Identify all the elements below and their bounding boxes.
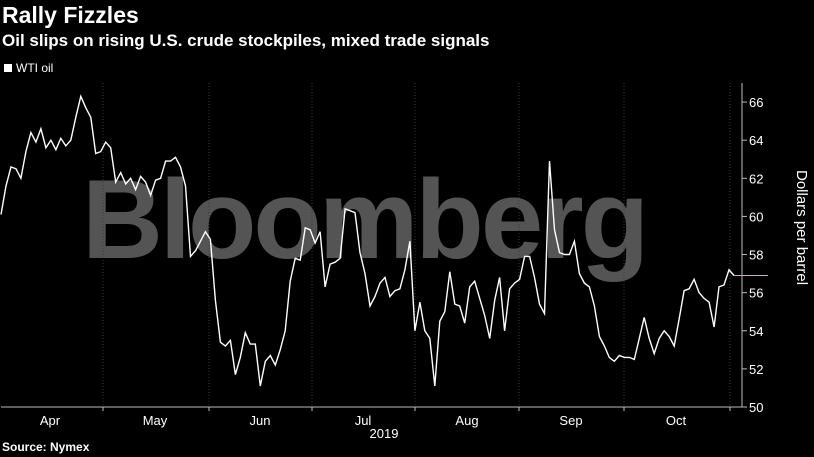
y-tick-label-64: 64 bbox=[749, 133, 763, 148]
y-tick-label-52: 52 bbox=[749, 362, 763, 377]
page-subtitle: Oil slips on rising U.S. crude stockpile… bbox=[2, 31, 490, 50]
legend: WTI oil bbox=[4, 61, 53, 75]
source-note: Source: Nymex bbox=[2, 440, 90, 454]
month-gridlines bbox=[102, 83, 731, 407]
legend-swatch bbox=[4, 64, 12, 72]
y-tick-label-54: 54 bbox=[749, 324, 763, 339]
y-tick-label-66: 66 bbox=[749, 95, 763, 110]
legend-label: WTI oil bbox=[16, 61, 54, 75]
x-tick-label-Apr: Apr bbox=[40, 413, 61, 428]
x-tick-label-Oct: Oct bbox=[666, 413, 687, 428]
y-axis-ticks: 50 52 54 56 58 60 62 64 66 bbox=[742, 95, 763, 415]
x-tick-label-Jul: Jul bbox=[355, 413, 372, 428]
y-tick-label-58: 58 bbox=[749, 248, 763, 263]
y-tick-label-60: 60 bbox=[749, 209, 763, 224]
y-axis-label: Dollars per barrel bbox=[793, 170, 810, 285]
page-title: Rally Fizzles bbox=[2, 2, 139, 28]
y-tick-label-56: 56 bbox=[749, 286, 763, 301]
x-axis-year-label: 2019 bbox=[370, 426, 399, 441]
series-line-wti-oil bbox=[0, 94, 735, 387]
x-tick-label-Jun: Jun bbox=[250, 413, 271, 428]
x-tick-label-Sep: Sep bbox=[559, 413, 582, 428]
x-tick-label-May: May bbox=[143, 413, 168, 428]
x-tick-label-Aug: Aug bbox=[455, 413, 478, 428]
y-tick-label-62: 62 bbox=[749, 171, 763, 186]
x-axis-ticks: Apr May Jun Jul Aug Sep Oct bbox=[40, 407, 731, 428]
bloomberg-watermark: Bloomberg bbox=[82, 157, 646, 282]
y-tick-label-50: 50 bbox=[749, 400, 763, 415]
chart-axes bbox=[1, 83, 743, 408]
